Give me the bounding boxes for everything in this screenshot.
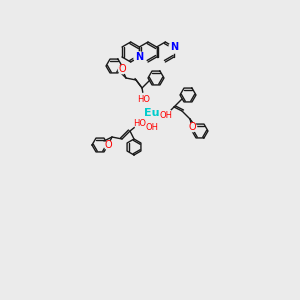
Text: O: O bbox=[188, 122, 196, 132]
Text: OH: OH bbox=[160, 110, 172, 119]
Text: O: O bbox=[118, 64, 126, 74]
Text: Eu: Eu bbox=[144, 108, 160, 118]
Text: N: N bbox=[170, 42, 178, 52]
Text: N: N bbox=[135, 52, 143, 62]
Text: HO: HO bbox=[134, 118, 146, 127]
Text: O: O bbox=[104, 140, 112, 150]
Text: HO: HO bbox=[137, 94, 151, 103]
Text: OH: OH bbox=[146, 122, 158, 131]
